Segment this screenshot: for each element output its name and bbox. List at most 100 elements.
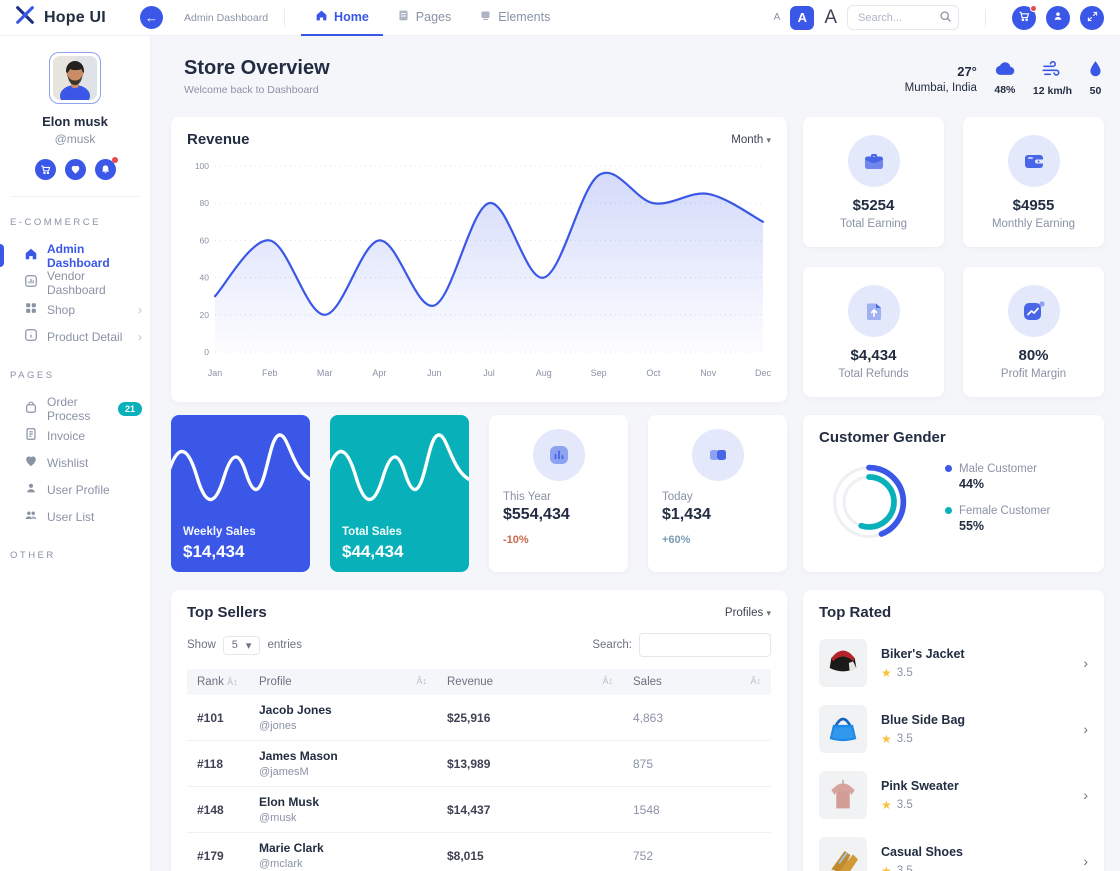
avatar[interactable] — [49, 52, 101, 104]
mini-card-value: $554,434 — [503, 506, 570, 523]
sidebar-item-order-process[interactable]: Order Process 21 — [0, 395, 150, 423]
legend-value: 44% — [959, 476, 985, 491]
sidebar: Elon musk @musk E-COMMERCE Admin Dashboa… — [0, 36, 151, 871]
nav-tabs: Home Pages Elements — [301, 0, 564, 36]
bars-icon — [532, 429, 585, 481]
profile-quick-actions — [0, 157, 150, 180]
revenue-cell: $14,437 — [437, 786, 623, 833]
revenue-cell: $25,916 — [437, 695, 623, 741]
profile-cell: Marie Clark @mclark — [249, 832, 437, 871]
weather-temp: 27° — [957, 63, 977, 79]
sales-cards-row: Weekly Sales $14,434 Total Sales $44,434… — [171, 415, 787, 572]
sales-card-value: $14,434 — [183, 542, 245, 561]
column-header-revenue[interactable]: Revenue Â↕ — [437, 669, 623, 695]
delta-badge: -10% — [503, 534, 529, 546]
sales-cell: 1548 — [623, 786, 771, 833]
chevron-right-icon: › — [1083, 853, 1088, 869]
caret-down-icon: ▾ — [245, 639, 252, 652]
revenue-cell: $13,989 — [437, 740, 623, 787]
rain-value: 50 — [1089, 85, 1102, 97]
sort-icon: Â↕ — [602, 676, 613, 686]
cart-button[interactable] — [1012, 4, 1037, 30]
top-sellers-title: Top Sellers — [187, 604, 267, 621]
customer-gender-card: Customer Gender Male Customer 44% Female… — [803, 415, 1104, 572]
list-item-bikers-jacket[interactable]: Biker's Jacket ★ 3.5 › — [819, 639, 1088, 687]
product-name: Biker's Jacket — [881, 646, 965, 661]
table-search-input[interactable] — [639, 633, 771, 657]
logo-icon — [14, 4, 36, 31]
profiles-dropdown[interactable]: Profiles ▾ — [725, 607, 771, 619]
top-rated-title: Top Rated — [819, 604, 892, 621]
table-search-label: Search: — [592, 639, 632, 651]
heart-icon[interactable] — [64, 159, 86, 180]
section-label-pages: PAGES — [10, 370, 55, 381]
profile-cell: James Mason @jamesM — [249, 740, 437, 787]
font-size-small-button[interactable]: A — [773, 12, 781, 23]
svg-text:Jul: Jul — [483, 368, 495, 378]
caret-down-icon: ▾ — [766, 134, 771, 145]
product-rating: 3.5 — [896, 732, 913, 745]
font-size-large-button[interactable]: A — [824, 6, 837, 28]
sidebar-item-product-detail[interactable]: Product Detail › — [0, 323, 150, 350]
entries-select-value: 5 — [231, 639, 238, 651]
sidebar-item-shop[interactable]: Shop › — [0, 296, 150, 323]
tab-pages[interactable]: Pages — [383, 0, 465, 36]
divider — [10, 196, 140, 197]
info-square-icon — [24, 328, 38, 345]
show-label: Show — [187, 639, 216, 651]
table-row[interactable]: #118 James Mason @jamesM $13,989 875 — [187, 740, 771, 787]
table-row[interactable]: #148 Elon Musk @musk $14,437 1548 — [187, 786, 771, 833]
svg-text:20: 20 — [200, 310, 210, 320]
bar-chart-icon — [24, 274, 38, 291]
list-item-pink-sweater[interactable]: Pink Sweater ★ 3.5 › — [819, 771, 1088, 819]
revenue-period-dropdown[interactable]: Month ▾ — [731, 134, 771, 146]
mini-card-label: Today — [662, 491, 693, 503]
mini-card-value: $1,434 — [662, 506, 711, 523]
seller-handle: @musk — [259, 812, 297, 824]
list-item-casual-shoes[interactable]: Casual Shoes ★ 3.5 › — [819, 837, 1088, 871]
tab-elements[interactable]: Elements — [465, 0, 564, 36]
sidebar-item-admin-dashboard[interactable]: Admin Dashboard — [0, 242, 150, 270]
product-image-bag — [819, 705, 867, 753]
svg-text:Jun: Jun — [427, 368, 442, 378]
tab-home[interactable]: Home — [301, 0, 383, 36]
top-navbar: Hope UI Admin Dashboard Home Pages Eleme… — [0, 0, 1120, 36]
app-logo[interactable]: Hope UI — [0, 4, 151, 31]
svg-text:Mar: Mar — [317, 368, 333, 378]
svg-text:60: 60 — [200, 235, 210, 245]
svg-text:80: 80 — [200, 198, 210, 208]
sidebar-item-user-profile[interactable]: User Profile — [0, 476, 150, 503]
sidebar-profile: Elon musk @musk — [0, 36, 150, 197]
search-input[interactable] — [847, 5, 959, 30]
user-handle: @musk — [54, 132, 96, 146]
tab-pages-label: Pages — [415, 9, 452, 24]
column-header-profile[interactable]: Profile Â↕ — [249, 669, 437, 695]
cart-icon[interactable] — [34, 159, 56, 180]
humidity-metric: 48% — [994, 61, 1016, 96]
column-header-sales[interactable]: Sales Â↕ — [623, 669, 771, 695]
stat-cards: $5254 Total Earning $4955 Monthly Earnin… — [803, 117, 1104, 397]
table-row[interactable]: #101 Jacob Jones @jones $25,916 4,863 — [187, 695, 771, 741]
profile-cell: Elon Musk @musk — [249, 786, 437, 833]
sidebar-item-invoice[interactable]: Invoice — [0, 422, 150, 449]
bell-icon[interactable] — [94, 157, 118, 180]
rank-cell: #179 — [187, 832, 249, 871]
font-size-medium-button[interactable]: A — [790, 5, 815, 30]
profile-button[interactable] — [1046, 5, 1070, 30]
sidebar-item-vendor-dashboard[interactable]: Vendor Dashboard — [0, 269, 150, 297]
revenue-cell: $8,015 — [437, 832, 623, 871]
star-icon: ★ — [881, 665, 892, 680]
sidebar-item-user-list[interactable]: User List — [0, 503, 150, 530]
sidebar-toggle-button[interactable]: ← — [140, 6, 163, 29]
column-header-rank[interactable]: Rank Â↕ — [187, 669, 249, 695]
list-item-blue-side-bag[interactable]: Blue Side Bag ★ 3.5 › — [819, 705, 1088, 753]
table-row[interactable]: #179 Marie Clark @mclark $8,015 752 — [187, 832, 771, 871]
stat-label: Monthly Earning — [991, 217, 1076, 230]
table-header-row: Rank Â↕ Profile Â↕ Revenue Â↕ Sales Â↕ — [187, 669, 771, 695]
mini-card-label: This Year — [503, 491, 551, 503]
entries-select[interactable]: 5 ▾ — [222, 635, 261, 655]
fullscreen-button[interactable] — [1080, 5, 1104, 30]
chevron-right-icon: › — [1083, 787, 1088, 803]
svg-text:Nov: Nov — [700, 368, 717, 378]
sidebar-item-wishlist[interactable]: Wishlist — [0, 449, 150, 476]
